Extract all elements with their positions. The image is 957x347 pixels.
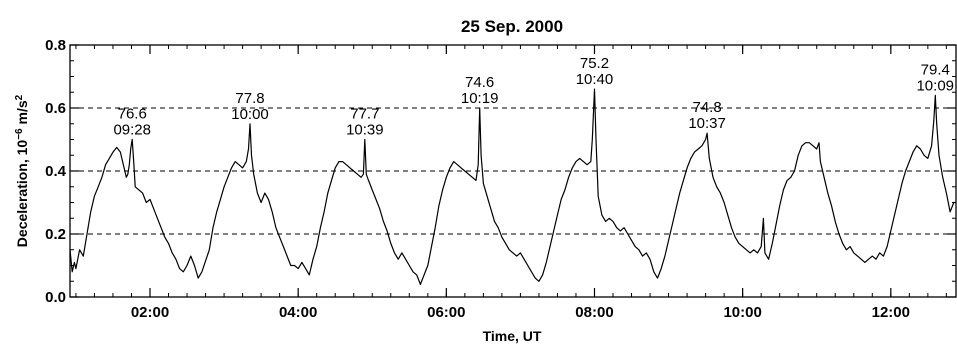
- x-tick-label: 12:00: [872, 304, 910, 321]
- peak-value-label: 75.2: [580, 55, 609, 72]
- gridlines: [70, 107, 956, 235]
- y-tick-label: 0.2: [45, 226, 66, 243]
- peak-annotations: 76.609:28 77.810:00 77.710:39 74.610:19 75.2…: [113, 55, 954, 138]
- y-tick-label: 0.0: [45, 289, 66, 306]
- x-tick-label: 06:00: [427, 304, 465, 321]
- peak-value-label: 77.7: [350, 106, 379, 123]
- peak-value-label: 79.4: [921, 61, 950, 78]
- peak-time-label: 10:00: [231, 106, 269, 123]
- peak-time-label: 10:40: [576, 71, 614, 88]
- peak-time-label: 10:19: [461, 90, 499, 107]
- y-axis-label-text: Deceleration, 10: [14, 140, 30, 248]
- peak-time-label: 10:09: [916, 77, 954, 94]
- peak-value-label: 76.6: [118, 106, 147, 123]
- x-tick-label: 10:00: [723, 304, 761, 321]
- peak-time-label: 10:39: [346, 122, 384, 139]
- y-tick-label: 0.6: [45, 100, 66, 117]
- series-group: [69, 88, 956, 285]
- chart-title: 25 Sep. 2000: [461, 17, 563, 36]
- x-tick-label: 08:00: [575, 304, 613, 321]
- x-tick-label: 02:00: [131, 304, 169, 321]
- y-tick-label: 0.4: [45, 163, 67, 180]
- series-line: [69, 88, 956, 285]
- peak-time-label: 10:37: [688, 115, 726, 132]
- x-axis: 02:00 04:00 06:00 08:00 10:00 12:00: [75, 45, 947, 321]
- y-axis-label-exponent: −6: [14, 128, 25, 140]
- y-axis-label-unit: m/s: [14, 100, 30, 128]
- x-axis-label: Time, UT: [483, 328, 542, 344]
- peak-time-label: 09:28: [113, 122, 151, 139]
- y-axis-label: Deceleration, 10−6 m/s2: [14, 94, 31, 247]
- y-tick-label: 0.8: [45, 37, 66, 54]
- peak-value-label: 74.6: [465, 74, 494, 91]
- peak-value-label: 77.8: [235, 90, 264, 107]
- peak-value-label: 74.8: [692, 99, 721, 116]
- y-axis-label-unit-exponent: 2: [14, 94, 25, 100]
- y-axis: 0.0 0.2 0.4 0.6 0.8: [45, 37, 956, 306]
- x-tick-label: 04:00: [279, 304, 317, 321]
